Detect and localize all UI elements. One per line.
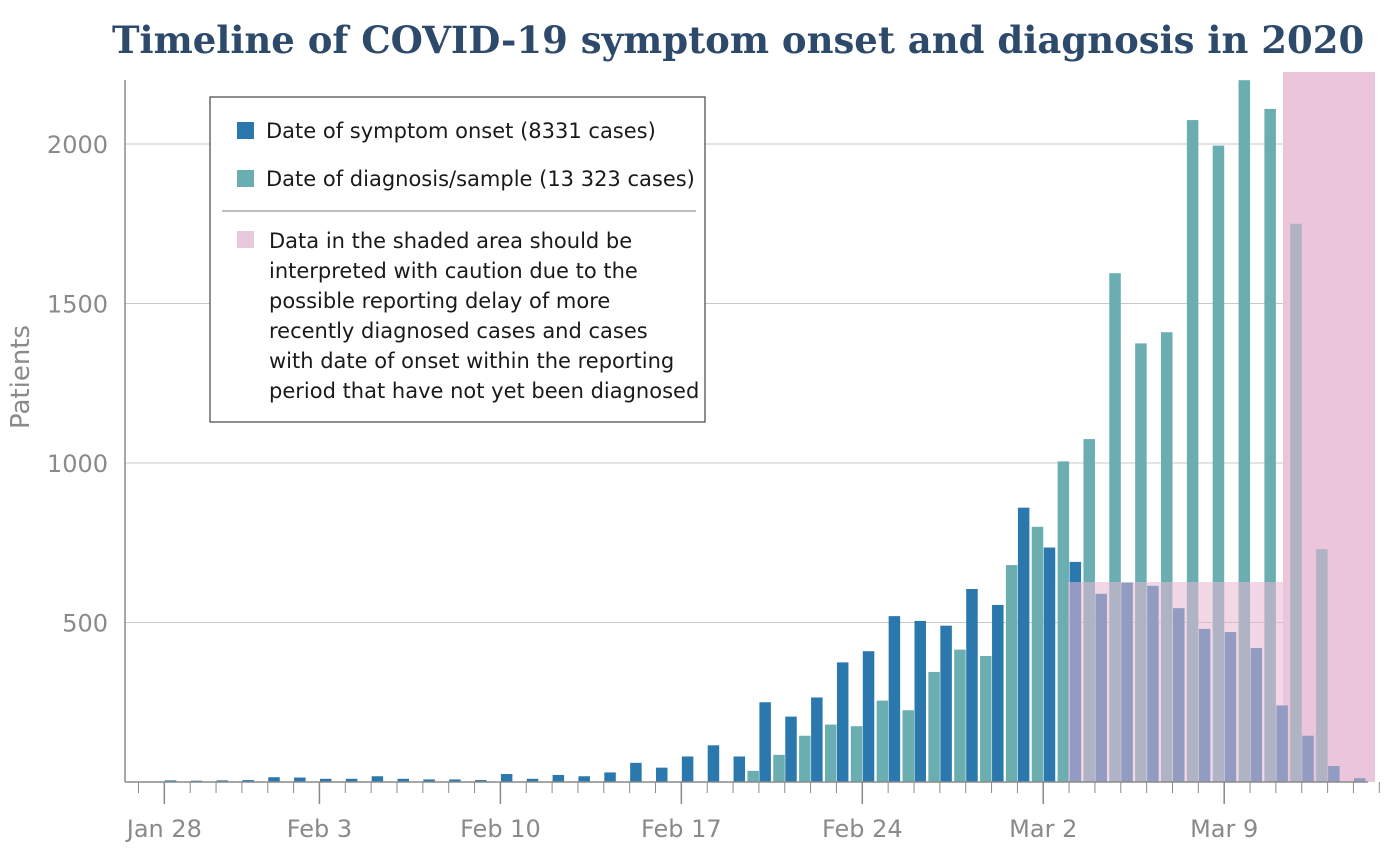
bar-diagnosis [799, 735, 811, 782]
legend-note-line: with date of onset within the reporting [269, 349, 674, 373]
bar-symptom-onset [345, 778, 358, 782]
legend-label: Date of diagnosis/sample (13 323 cases) [266, 167, 695, 191]
y-tick-label: 2000 [47, 131, 108, 159]
bar-symptom-onset [836, 662, 849, 782]
x-tick-label: Feb 3 [287, 815, 352, 843]
legend-note-swatch [237, 231, 254, 248]
bar-symptom-onset [268, 777, 280, 782]
bar-diagnosis [1264, 108, 1276, 782]
bar-symptom-onset [707, 745, 720, 782]
bar-symptom-onset [449, 779, 461, 782]
bar-symptom-onset [319, 778, 332, 782]
bar-symptom-onset [862, 651, 875, 782]
y-tick-label: 500 [62, 610, 108, 638]
legend-note-line: interpreted with caution due to the [269, 259, 638, 283]
bar-symptom-onset [759, 702, 771, 782]
x-tick-label: Feb 24 [822, 815, 903, 843]
legend-label: Date of symptom onset (8331 cases) [266, 119, 656, 143]
bar-symptom-onset [940, 625, 952, 782]
bar-diagnosis [1161, 332, 1173, 782]
bar-diagnosis [1057, 461, 1070, 782]
bar-diagnosis [747, 770, 759, 782]
legend-note-line: possible reporting delay of more [269, 289, 610, 313]
bar-symptom-onset [1017, 507, 1030, 782]
bar-symptom-onset [888, 616, 901, 782]
caution-overlay [1068, 582, 1283, 782]
legend-swatch [237, 170, 254, 187]
bar-diagnosis [850, 726, 863, 782]
bar-symptom-onset [475, 780, 487, 782]
bar-symptom-onset [604, 772, 616, 782]
bar-symptom-onset [216, 780, 229, 782]
y-axis-label: Patients [6, 325, 36, 429]
bar-symptom-onset [423, 779, 435, 782]
bar-symptom-onset [1043, 547, 1056, 782]
bar-symptom-onset [966, 589, 978, 782]
bar-symptom-onset [552, 774, 565, 782]
bar-symptom-onset [785, 716, 797, 782]
x-tick-label: Feb 17 [641, 815, 722, 843]
bar-symptom-onset [526, 778, 539, 782]
bar-diagnosis [1238, 80, 1251, 782]
bar-diagnosis [980, 655, 992, 782]
bar-diagnosis [1135, 343, 1147, 782]
bar-symptom-onset [242, 780, 254, 782]
bar-diagnosis [824, 724, 837, 782]
x-tick-label: Mar 9 [1190, 815, 1258, 843]
chart-title: Timeline of COVID-19 symptom onset and d… [112, 18, 1365, 62]
legend-note-line: period that have not yet been diagnosed [269, 379, 699, 403]
bar-symptom-onset [578, 776, 590, 782]
bar-diagnosis [773, 754, 785, 782]
y-tick-label: 1000 [47, 450, 108, 478]
bar-symptom-onset [164, 780, 177, 782]
bar-symptom-onset [500, 774, 513, 782]
x-tick-label: Jan 28 [125, 815, 202, 843]
bar-symptom-onset [681, 756, 694, 782]
bar-symptom-onset [630, 762, 642, 782]
y-tick-label: 1500 [47, 291, 108, 319]
legend-note-line: Data in the shaded area should be [269, 229, 632, 253]
bar-symptom-onset [914, 620, 926, 782]
bar-diagnosis [1109, 273, 1121, 782]
bar-symptom-onset [811, 697, 823, 782]
x-tick-label: Mar 2 [1009, 815, 1077, 843]
bar-diagnosis [954, 649, 966, 782]
bar-diagnosis [928, 671, 940, 782]
bar-diagnosis [902, 710, 914, 782]
bar-symptom-onset [656, 767, 668, 782]
bar-symptom-onset [733, 756, 746, 782]
bar-diagnosis [1186, 120, 1199, 782]
bar-symptom-onset [294, 777, 306, 782]
bar-diagnosis [876, 700, 889, 782]
bar-symptom-onset [992, 604, 1004, 782]
legend-swatch [237, 122, 254, 139]
caution-overlay [1283, 72, 1375, 782]
legend-box [209, 96, 706, 423]
bar-symptom-onset [397, 778, 409, 782]
legend-note-line: recently diagnosed cases and cases [269, 319, 648, 343]
bar-symptom-onset [371, 776, 384, 782]
bar-diagnosis [1005, 565, 1018, 782]
bar-diagnosis [1031, 526, 1044, 782]
x-tick-label: Feb 10 [460, 815, 541, 843]
bar-diagnosis [1212, 145, 1225, 783]
